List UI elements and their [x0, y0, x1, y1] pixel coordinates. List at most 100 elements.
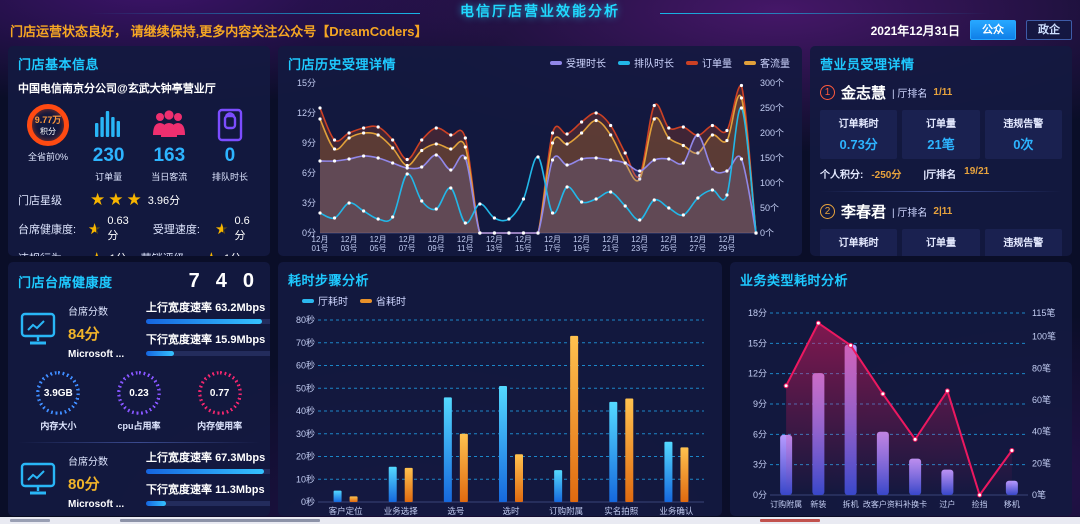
svg-text:10秒: 10秒 [296, 473, 315, 484]
page-title: 电信厅店营业效能分析 [460, 3, 620, 19]
rate-score: 1分 [224, 250, 241, 256]
svg-text:过户: 过户 [939, 499, 955, 509]
svg-text:补换卡: 补换卡 [903, 499, 927, 509]
visitors-value: 163 [153, 145, 186, 166]
score-label: 台席分数 [68, 456, 108, 468]
biz-title: 业务类型耗时分析 [740, 273, 849, 288]
svg-text:业务选择: 业务选择 [384, 506, 419, 516]
steps-bar-chart: 0秒 10秒 20秒 30秒 40秒 50秒 60秒 70秒 80秒 客户定位 业务选择 选号 选时 订购… [288, 310, 712, 516]
star-icon: ★★ [215, 220, 229, 238]
svg-text:3分: 3分 [753, 460, 767, 470]
metric-box: 订单耗时1.55分 [820, 229, 898, 256]
history-panel: 门店历史受理详情 受理时长 排队时长 订单量 客流量 0分 3分 6分 9分 12分 15… [278, 46, 802, 256]
history-title: 门店历史受理详情 [288, 57, 397, 72]
legend-item[interactable]: 订单量 [686, 55, 732, 70]
steps-panel: 耗时步骤分析 厅耗时 省耗时 0秒 10秒 20秒 30秒 40秒 50秒 60秒 70秒 80… [278, 262, 722, 516]
bar-chart-icon [79, 104, 139, 146]
rank-badge: 1 [820, 85, 835, 100]
svg-text:3分: 3分 [302, 198, 316, 208]
svg-text:新装: 新装 [810, 499, 826, 509]
memory-usage-gauge: 0.77 内存使用率 [189, 371, 251, 432]
svg-text:250个: 250个 [760, 103, 784, 113]
store-star-row: 门店星级 ★ ★ ★ 3.96分 [18, 191, 260, 208]
svg-text:30秒: 30秒 [296, 428, 315, 439]
star-icons: ★ ★ ★ [90, 190, 142, 209]
legend-item[interactable]: 受理时长 [550, 55, 606, 70]
download-progress [146, 351, 270, 356]
staff-item: 1 金志慧 | 厅排名 1/11 订单耗时 0.73分 订单量 21笔 违规告警 0次… [820, 82, 1062, 181]
legend-item[interactable]: 厅耗时 [302, 293, 348, 308]
star-icon: ★★ [87, 220, 102, 238]
history-line-chart: 0分 3分 6分 9分 12分 15分 0个 50个 100个 150个 200个 250个 300个 1… [288, 75, 792, 256]
svg-text:20秒: 20秒 [296, 451, 315, 462]
kiosk-icon [200, 104, 260, 146]
station-os: Microsoft ... [68, 498, 125, 510]
store-info-panel: 门店基本信息 中国电信南京分公司@玄武大钟亭营业厅 9.77万 积分 . 全省前… [8, 46, 270, 256]
visitors-caption: 当日客流 [151, 172, 188, 182]
footer-ticker [0, 517, 1080, 524]
stat-orders: 230 订单量 [79, 104, 139, 183]
svg-text:订购附属: 订购附属 [549, 506, 583, 516]
orders-value: 230 [92, 145, 125, 166]
score-label: 个人积分: [820, 170, 864, 181]
rate-score: 1分 [109, 250, 126, 256]
legend-item[interactable]: 客流量 [744, 55, 790, 70]
station-block: 台席分数 84分 Microsoft ... 上行宽度速率 63.2Mbps 下… [18, 299, 270, 363]
steps-legend: 厅耗时 省耗时 [302, 293, 712, 308]
metric-box: 订单耗时 0.73分 [820, 110, 898, 159]
svg-text:订购附属: 订购附属 [770, 499, 802, 509]
svg-text:0个: 0个 [760, 228, 774, 238]
download-label: 下行宽度速率 [146, 484, 212, 496]
svg-text:实名拍照: 实名拍照 [604, 506, 639, 516]
station-block: 台席分数 80分 Microsoft ... 上行宽度速率 67.3Mbps 下… [18, 449, 270, 513]
staff-title: 营业员受理详情 [820, 57, 915, 72]
metric-box: 订单量 21笔 [902, 110, 980, 159]
star-icon: ★★ [90, 251, 103, 257]
score-value: -250分 [871, 170, 902, 181]
svg-text:移机: 移机 [1004, 499, 1020, 509]
svg-text:选号: 选号 [447, 506, 464, 516]
queue-value: 0 [224, 145, 236, 166]
rate-label: 违规行为: [18, 250, 90, 256]
rank-label: | 厅排名 [892, 89, 928, 100]
rank-badge: 2 [820, 204, 835, 219]
divider [820, 191, 1062, 192]
rank-label: | 厅排名 [892, 208, 928, 219]
toggle-gov-button[interactable]: 政企 [1026, 20, 1072, 40]
metric-box: 订单量23笔 [902, 229, 980, 256]
stat-visitors: 163 当日客流 [139, 104, 199, 183]
rate-score: 0.63分 [107, 215, 129, 242]
svg-text:选时: 选时 [502, 506, 520, 516]
svg-text:18分: 18分 [748, 308, 767, 318]
svg-text:0秒: 0秒 [301, 496, 315, 507]
download-label: 下行宽度速率 [146, 334, 212, 346]
svg-text:40秒: 40秒 [296, 405, 315, 416]
legend-item[interactable]: 排队时长 [618, 55, 674, 70]
steps-title: 耗时步骤分析 [288, 273, 370, 288]
station-score: 80分 [68, 475, 100, 493]
svg-text:50秒: 50秒 [296, 382, 315, 393]
rate-label: 营销评级: [141, 250, 205, 256]
svg-text:12分: 12分 [297, 108, 316, 118]
svg-text:9分: 9分 [753, 399, 767, 409]
rate-label: 受理速度: [152, 224, 200, 236]
toggle-public-button[interactable]: 公众 [970, 20, 1016, 40]
legend-item[interactable]: 省耗时 [360, 293, 406, 308]
upload-progress [146, 319, 270, 324]
station-score: 84分 [68, 325, 100, 343]
rank-value: 2|11 [933, 206, 953, 217]
staff-name: 金志慧 [841, 85, 887, 102]
monitor-icon [18, 460, 68, 503]
